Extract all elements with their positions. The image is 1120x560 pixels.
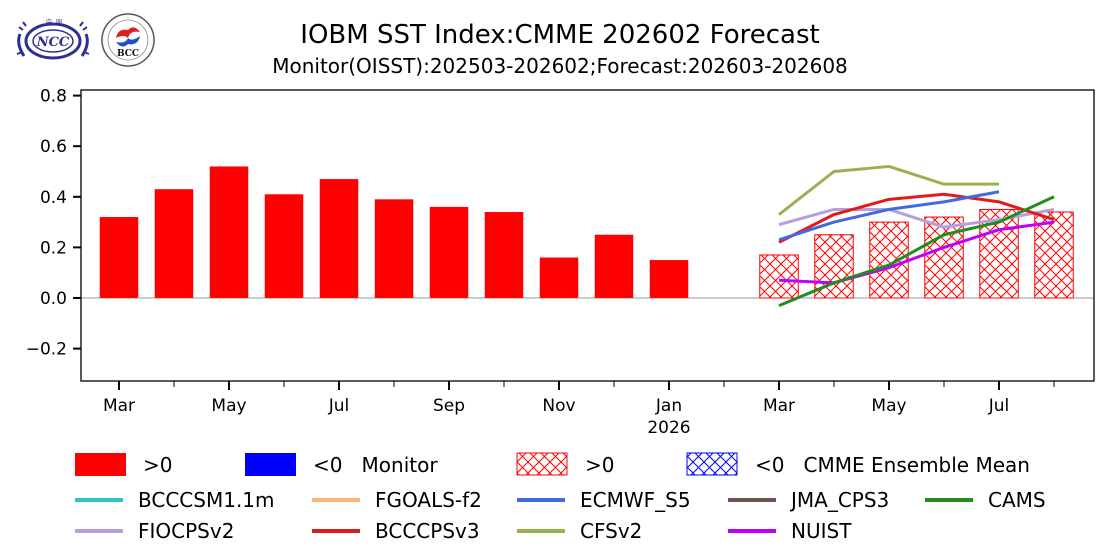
legend-label: CAMS xyxy=(988,488,1046,512)
svg-text:中: 中 xyxy=(46,18,52,26)
legend-swatch-solid xyxy=(75,453,126,476)
legend-label: FGOALS-f2 xyxy=(375,488,482,512)
monitor-bar xyxy=(209,166,249,298)
y-tick-label: 0.2 xyxy=(40,238,67,258)
svg-text:国: 国 xyxy=(56,19,62,26)
legend-entry-bcccpsv3: BCCCPSv3 xyxy=(312,519,480,543)
svg-text:NCC: NCC xyxy=(36,35,70,50)
ncc-logo: NCC 中 国 xyxy=(14,14,92,66)
legend-label: CFSv2 xyxy=(580,519,642,543)
monitor-bar xyxy=(594,234,634,298)
ncc-logo-icon: NCC 中 国 xyxy=(16,18,90,60)
legend-entry-cams: CAMS xyxy=(925,488,1046,512)
svg-text:BCC: BCC xyxy=(117,49,139,59)
legend-label: >0 xyxy=(585,453,614,477)
monitor-bar xyxy=(99,217,139,298)
legend-label: FIOCPSv2 xyxy=(138,519,234,543)
bcc-logo: BCC xyxy=(100,12,156,68)
legend-entry-ensemble-negative: <0 CMME Ensemble Mean xyxy=(686,452,1030,477)
legend-label: JMA_CPS3 xyxy=(789,488,889,512)
legend-entry-jma-cps3: JMA_CPS3 xyxy=(728,488,889,512)
ensemble-mean-bar xyxy=(924,216,964,299)
monitor-bar xyxy=(264,194,304,298)
y-tick-label: 0.0 xyxy=(40,289,67,309)
legend-entry-fgoals-f2: FGOALS-f2 xyxy=(312,488,482,512)
legend-swatch-solid xyxy=(245,453,296,476)
legend-entry-nuist: NUIST xyxy=(728,519,852,543)
legend-entry-monitor-positive: >0 xyxy=(75,453,172,477)
legend-label: >0 xyxy=(143,453,172,477)
y-tick-label: 0.4 xyxy=(40,188,67,208)
monitor-bar xyxy=(374,199,414,298)
monitor-bar xyxy=(649,260,689,298)
series-line-ecmwf-s5 xyxy=(778,190,1000,242)
legend-entry-monitor-negative: <0 Monitor xyxy=(245,453,438,477)
legend-entry-ecmwf-s5: ECMWF_S5 xyxy=(517,488,691,512)
y-axis: −0.2 0.0 0.2 0.4 0.6 0.8 xyxy=(26,87,81,360)
x-tick-label: Jul xyxy=(328,396,350,416)
series-line-nuist xyxy=(778,220,1055,285)
monitor-bar xyxy=(319,179,359,298)
legend: >0 <0 Monitor >0 <0 CMME Ensemble Mean BCCCS… xyxy=(75,452,1046,543)
legend-label: BCCCPSv3 xyxy=(375,519,480,543)
chart-title: IOBM SST Index:CMME 202602 Forecast xyxy=(300,20,819,50)
plot-area xyxy=(80,89,1095,382)
plot-frame xyxy=(80,89,1095,382)
monitor-bar xyxy=(484,211,524,298)
x-tick-label: Jan xyxy=(655,396,682,416)
legend-entry-cfsv2: CFSv2 xyxy=(517,519,642,543)
ensemble-mean-bar xyxy=(759,254,799,299)
series-line-bcccpsv3 xyxy=(778,192,1055,244)
y-tick-label: −0.2 xyxy=(26,340,67,360)
x-tick-label: Sep xyxy=(433,396,465,416)
chart-subtitle: Monitor(OISST):202503-202602;Forecast:20… xyxy=(272,54,848,78)
legend-label: ECMWF_S5 xyxy=(580,488,691,512)
bcc-logo-icon: BCC xyxy=(101,13,155,67)
legend-entry-bcccsm1-1m: BCCCSM1.1m xyxy=(75,488,275,512)
legend-label: BCCCSM1.1m xyxy=(138,488,275,512)
y-tick-label: 0.6 xyxy=(40,137,67,157)
legend-swatch-hatch xyxy=(516,452,568,476)
legend-swatch-hatch xyxy=(686,452,738,476)
monitor-bar xyxy=(429,206,469,298)
y-tick-label: 0.8 xyxy=(40,87,67,107)
x-tick-label: May xyxy=(211,396,246,416)
x-tick-label: May xyxy=(871,396,906,416)
x-tick-label: Mar xyxy=(103,396,135,416)
legend-entry-fiocpsv2: FIOCPSv2 xyxy=(75,519,234,543)
series-line-cams xyxy=(778,195,1055,307)
legend-label: NUIST xyxy=(791,519,852,543)
ensemble-mean-bar xyxy=(869,221,909,299)
x-tick-label: Nov xyxy=(542,396,575,416)
legend-label: <0 Monitor xyxy=(313,453,438,477)
monitor-bar xyxy=(539,257,579,298)
ensemble-mean-bar xyxy=(1034,211,1074,299)
monitor-bar xyxy=(154,189,194,298)
legend-entry-ensemble-positive: >0 xyxy=(516,452,614,477)
x-tick-sublabel: 2026 xyxy=(647,418,690,438)
series-line-cfsv2 xyxy=(778,164,999,216)
legend-label: <0 CMME Ensemble Mean xyxy=(755,453,1030,477)
x-tick-label: Mar xyxy=(763,396,795,416)
x-tick-label: Jul xyxy=(988,396,1010,416)
